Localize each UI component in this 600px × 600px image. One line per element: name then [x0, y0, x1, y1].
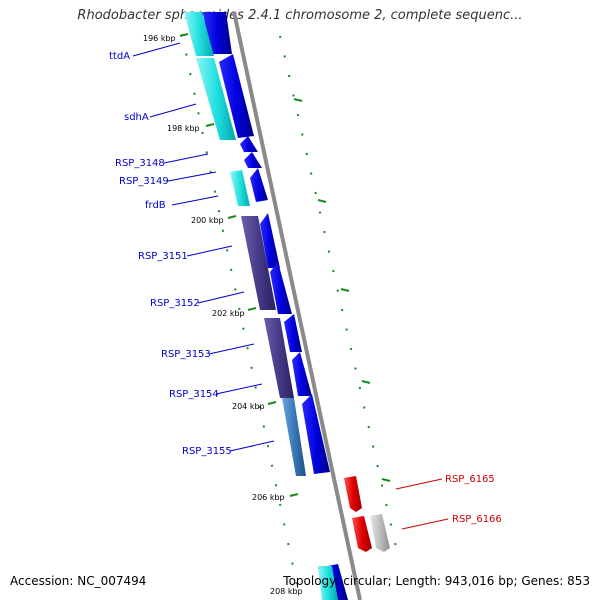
gene-label-RSP_3148[interactable]: RSP_3148 [115, 158, 165, 169]
gene-label-ttdA[interactable]: ttdA [109, 51, 130, 62]
gene-label-RSP_3151[interactable]: RSP_3151 [138, 251, 188, 262]
inner-dotted-ring [181, 33, 301, 600]
tick-label: 200 kbp [191, 216, 224, 225]
gene-label-RSP_6165[interactable]: RSP_6165 [445, 474, 495, 485]
kbp-tick-labels: 196 kbp 198 kbp 200 kbp 202 kbp 204 kbp … [143, 34, 303, 596]
gene-block[interactable] [196, 58, 236, 140]
tick-label: 198 kbp [167, 124, 200, 133]
gene-label-RSP_3149[interactable]: RSP_3149 [119, 176, 169, 187]
gene-block[interactable] [184, 12, 214, 56]
tick-label: 206 kbp [252, 493, 285, 502]
gene-block[interactable] [240, 136, 258, 152]
gene-block[interactable] [344, 476, 362, 512]
gene-block[interactable] [270, 262, 292, 314]
backbone-line [232, 11, 362, 600]
gene-block[interactable] [244, 152, 262, 168]
gene-label-sdhA[interactable]: sdhA [124, 112, 149, 123]
label-leaders [132, 42, 275, 452]
gene-block[interactable] [284, 314, 302, 352]
gene-block[interactable] [219, 54, 254, 138]
tick-label: 202 kbp [212, 309, 245, 318]
gene-block[interactable] [264, 318, 294, 398]
label-leaders-red [395, 478, 449, 530]
gene-label-RSP_3155[interactable]: RSP_3155 [182, 446, 232, 457]
gene-label-RSP_6166[interactable]: RSP_6166 [452, 514, 502, 525]
gene-label-frdB[interactable]: frdB [145, 200, 166, 211]
gene-block[interactable] [292, 352, 312, 396]
gene-block[interactable] [260, 213, 280, 268]
tick-label: 204 kbp [232, 402, 265, 411]
tick-label: 196 kbp [143, 34, 176, 43]
gene-block[interactable] [241, 216, 276, 310]
gene-block[interactable] [370, 514, 390, 552]
gene-block[interactable] [318, 566, 338, 600]
outer-major-ticks [293, 98, 391, 482]
forward-strand-genes [203, 12, 348, 600]
reverse-strand-genes [344, 476, 390, 552]
gene-labels: ttdA sdhA RSP_3148 RSP_3149 frdB RSP_315… [109, 51, 502, 525]
gene-label-RSP_3154[interactable]: RSP_3154 [169, 389, 219, 400]
gene-block[interactable] [352, 516, 372, 552]
gene-block[interactable] [302, 394, 330, 474]
label-tick-marks [179, 33, 299, 497]
gene-label-RSP_3152[interactable]: RSP_3152 [150, 298, 200, 309]
gene-block[interactable] [250, 168, 268, 202]
gene-block[interactable] [282, 398, 306, 476]
accession-text: Accession: NC_007494 [10, 574, 147, 588]
genome-summary-text: Topology: circular; Length: 943,016 bp; … [283, 574, 590, 588]
gene-block[interactable] [230, 170, 250, 206]
tick-label: 208 kbp [270, 587, 303, 596]
cog-track [184, 12, 338, 600]
gene-label-RSP_3153[interactable]: RSP_3153 [161, 349, 211, 360]
